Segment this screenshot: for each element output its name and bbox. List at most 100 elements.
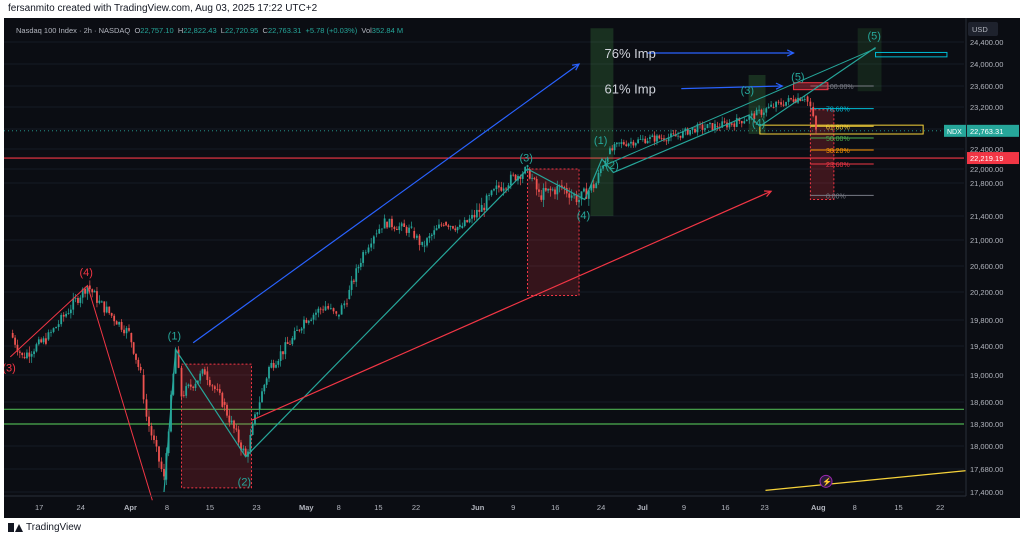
chart-panel[interactable]: 100.00% 78.60% 61.80% 50.00% 38.20% 23.60% 0.0… <box>4 18 1020 518</box>
candle-body <box>670 133 672 138</box>
candle-body <box>388 218 391 228</box>
candle-body <box>405 226 408 233</box>
candle-body <box>57 324 60 328</box>
candle-body <box>679 135 682 138</box>
candle-body <box>755 109 758 116</box>
candle-body <box>415 235 418 238</box>
candle-body <box>324 306 327 311</box>
candle-body <box>69 309 72 314</box>
candle-body <box>398 226 401 231</box>
candle-body <box>787 98 790 102</box>
x-tick-label: 8 <box>853 503 857 512</box>
y-tick-label: 20,600.00 <box>970 262 1003 271</box>
candle-body <box>256 412 259 415</box>
candle-body <box>155 440 158 447</box>
x-tick-label: 24 <box>597 503 605 512</box>
candle-body <box>575 194 578 203</box>
candle-body <box>634 143 637 146</box>
candle-body <box>100 301 103 303</box>
candle-body <box>809 101 812 107</box>
candle-body <box>37 339 40 345</box>
candle-body <box>475 209 478 218</box>
candle-body <box>514 174 517 181</box>
candle-body <box>310 319 313 321</box>
tradingview-logo-icon <box>8 523 23 532</box>
last-price-value: 22,763.31 <box>970 127 1003 136</box>
candle-body <box>312 314 315 320</box>
candle-body <box>815 116 817 130</box>
wave-label: (1) <box>168 331 181 343</box>
candle-body <box>265 378 268 385</box>
ndx-tag-label: NDX <box>947 129 962 136</box>
candle-body <box>18 351 21 353</box>
candle-body <box>684 128 687 132</box>
candle-body <box>270 362 273 368</box>
candle-body <box>730 123 733 125</box>
candle-body <box>452 226 454 229</box>
y-tick-label: 24,400.00 <box>970 38 1003 47</box>
pointer-arrow-61 <box>681 85 783 90</box>
x-tick-label: 24 <box>77 503 85 512</box>
candle-body <box>160 461 163 469</box>
candle-body <box>806 96 809 102</box>
candle-body <box>118 321 121 325</box>
candle-body <box>132 342 135 354</box>
wave-label: (1) <box>594 135 607 147</box>
x-tick-label: 15 <box>894 503 902 512</box>
candle-body <box>23 356 26 359</box>
candle-body <box>632 141 635 146</box>
wave-channel-line <box>601 48 876 167</box>
candle-body <box>395 228 398 231</box>
price-chart[interactable]: 100.00% 78.60% 61.80% 50.00% 38.20% 23.60% 0.0… <box>4 18 1020 518</box>
y-tick-label: 23,200.00 <box>970 103 1003 112</box>
candle-body <box>667 137 670 142</box>
fib-level-label: 100.00% <box>826 84 854 91</box>
candle-body <box>740 121 743 124</box>
candle-body <box>533 177 536 179</box>
tradingview-logo[interactable]: TradingView <box>8 522 81 533</box>
candle-body <box>531 177 533 179</box>
candle-body <box>16 344 19 352</box>
candle-body <box>88 285 91 290</box>
wave-label: (3) <box>741 85 754 97</box>
wave-label: (4) <box>577 210 590 222</box>
candle-body <box>408 227 410 233</box>
candle-body <box>216 389 219 390</box>
candle-body <box>150 426 153 436</box>
candle-body <box>40 339 43 343</box>
candle-body <box>33 351 35 355</box>
candle-body <box>602 166 604 169</box>
candle-body <box>174 349 177 374</box>
candle-body <box>307 320 310 323</box>
candle-body <box>672 133 675 135</box>
candle-body <box>370 243 373 248</box>
candle-body <box>21 352 24 356</box>
candle-body <box>468 218 471 223</box>
x-tick-label: 8 <box>165 503 169 512</box>
candle-body <box>641 138 644 140</box>
candle-body <box>148 416 150 427</box>
wave-label: (5) <box>791 72 804 84</box>
candle-body <box>177 349 180 368</box>
candle-body <box>458 224 461 228</box>
candle-body <box>45 338 47 344</box>
candle-body <box>338 314 340 317</box>
projection-arrow-blue-head <box>572 63 581 71</box>
candle-body <box>540 195 543 200</box>
impulse-annotation: 76% Imp <box>605 46 656 61</box>
candle-body <box>660 138 663 140</box>
impulse-annotation: 61% Imp <box>605 82 656 97</box>
candle-body <box>704 128 706 130</box>
candle-body <box>780 102 782 105</box>
candle-body <box>110 313 113 316</box>
candle-body <box>291 338 294 345</box>
target-76-box <box>875 51 948 58</box>
candle-body <box>495 185 498 190</box>
candle-body <box>74 297 77 299</box>
candle-body <box>772 107 775 108</box>
candle-body <box>233 420 235 429</box>
candle-body <box>86 286 89 294</box>
candle-body <box>206 371 209 380</box>
candle-body <box>240 442 242 451</box>
candle-body <box>709 123 711 125</box>
